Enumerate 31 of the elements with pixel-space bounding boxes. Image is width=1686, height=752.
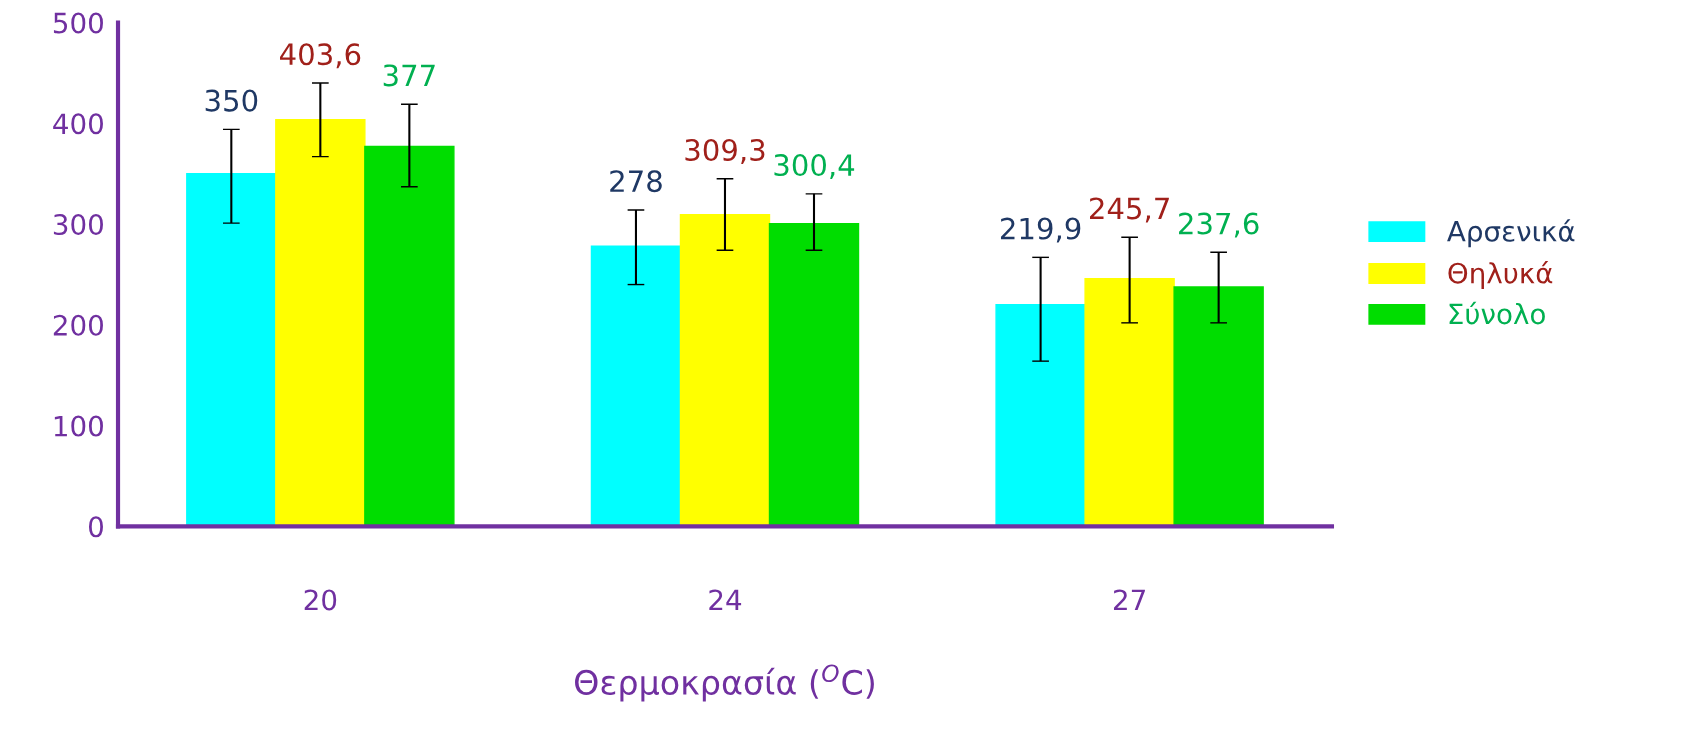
legend-label: Αρσενικά <box>1447 219 1575 248</box>
bar <box>768 222 860 527</box>
bar <box>364 145 455 527</box>
data-label: 309,3 <box>685 138 765 164</box>
y-tick-label: 200 <box>53 314 103 336</box>
data-label: 350 <box>205 89 258 112</box>
y-tick-label: 500 <box>53 12 103 34</box>
data-label: 237,6 <box>1179 212 1259 238</box>
x-tick-label: 27 <box>1113 589 1145 611</box>
data-label: 219,9 <box>1000 217 1081 243</box>
y-tick-label: 300 <box>53 214 103 236</box>
y-tick-label: 400 <box>53 113 103 135</box>
data-label: 377 <box>383 64 435 87</box>
bar <box>1084 278 1175 527</box>
y-tick-label: 0 <box>88 516 103 538</box>
bar <box>590 245 682 527</box>
legend-label: Θηλυκά <box>1448 261 1553 290</box>
x-tick-label: 20 <box>304 589 337 611</box>
x-tick-label: 24 <box>709 589 742 611</box>
data-label: 300,4 <box>774 154 855 180</box>
bar <box>275 119 366 527</box>
data-label: 278 <box>610 170 662 193</box>
data-label: 403,6 <box>280 43 361 69</box>
legend-label: Σύνολο <box>1449 301 1545 325</box>
bar <box>1173 286 1264 527</box>
data-label: 245,7 <box>1090 197 1169 223</box>
bar <box>186 173 277 527</box>
bar <box>995 304 1086 527</box>
x-axis-title: Θερμοκρασία ($^{O}$C) <box>575 664 874 702</box>
y-tick-label: 100 <box>54 415 103 437</box>
bar <box>679 214 771 527</box>
